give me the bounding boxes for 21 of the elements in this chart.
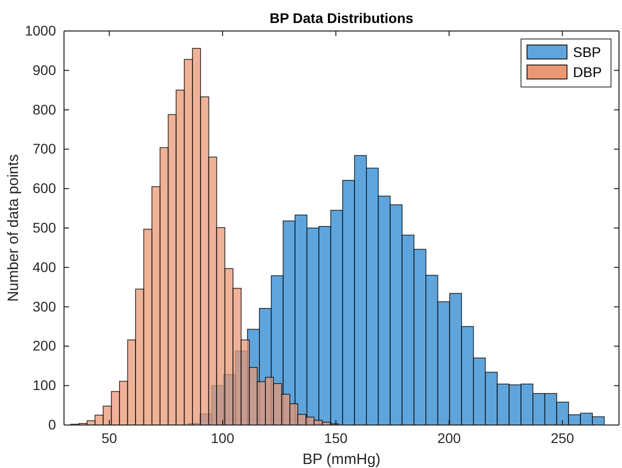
y-tick-label: 1000 <box>24 22 56 38</box>
x-axis-title: BP (mmHg) <box>302 451 381 468</box>
y-tick-label: 0 <box>48 416 56 432</box>
y-tick-label: 700 <box>32 140 56 157</box>
legend-label: DBP <box>573 64 602 80</box>
y-axis-title: Number of data points <box>5 154 22 302</box>
legend-label: SBP <box>573 44 602 60</box>
y-tick-label: 900 <box>32 62 56 78</box>
x-tick-label: 200 <box>437 430 461 446</box>
x-tick-label: 150 <box>324 430 348 446</box>
x-tick-label: 100 <box>210 430 234 446</box>
y-tick-label: 100 <box>32 377 56 394</box>
y-tick-label: 300 <box>32 298 56 314</box>
y-tick-label: 500 <box>32 219 56 236</box>
y-tick-label: 600 <box>32 180 56 196</box>
y-tick-label: 200 <box>32 338 56 354</box>
y-tick-label: 400 <box>32 258 56 275</box>
chart-title: BP Data Distributions <box>270 10 414 26</box>
x-tick-label: 50 <box>102 430 118 446</box>
x-tick-label: 250 <box>550 430 574 446</box>
y-tick-label: 800 <box>32 101 56 118</box>
